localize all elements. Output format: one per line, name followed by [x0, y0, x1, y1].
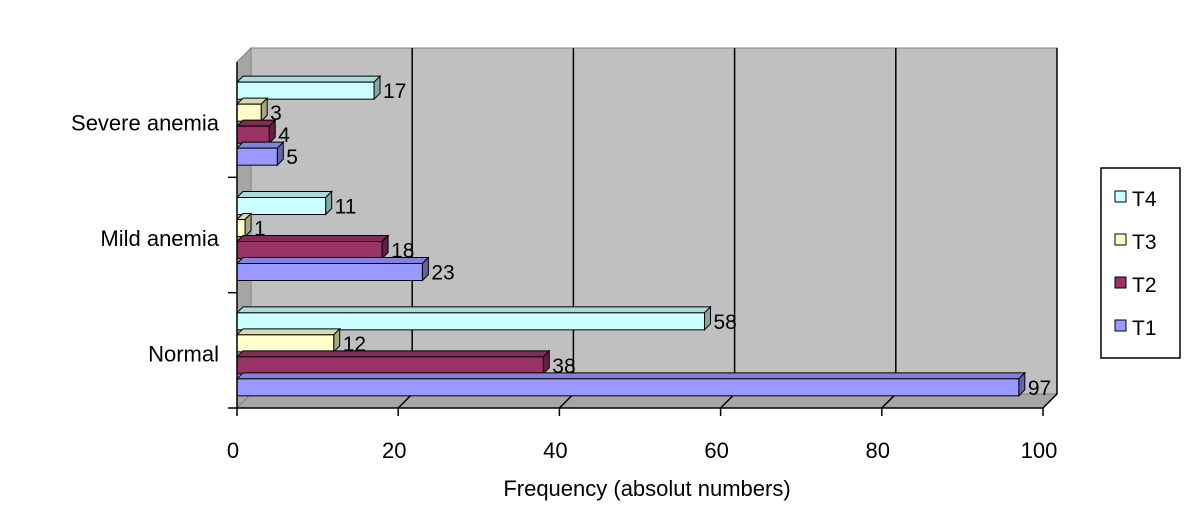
bar-front	[236, 334, 335, 353]
bar-top	[235, 350, 551, 358]
category-label: Normal	[148, 341, 219, 366]
x-tick-label: 20	[382, 438, 406, 463]
bar-top	[235, 191, 333, 198]
bar	[235, 212, 253, 238]
bar-top	[235, 75, 382, 83]
bar	[235, 118, 277, 145]
data-label: 4	[278, 124, 290, 147]
legend-swatch	[1114, 233, 1127, 246]
bar-front	[236, 125, 270, 144]
bar	[235, 371, 1027, 398]
bar	[235, 256, 430, 282]
x-tick-label: 0	[227, 438, 239, 463]
legend-label: T2	[1132, 274, 1157, 297]
bar-front	[236, 103, 262, 122]
bars	[235, 74, 1027, 398]
bar-front	[236, 219, 246, 237]
legend-label: T4	[1132, 188, 1157, 211]
x-axis-title: Frequency (absolut numbers)	[503, 476, 790, 501]
bar-top	[235, 306, 712, 314]
bar	[235, 305, 712, 332]
bar-front	[236, 263, 423, 281]
bar	[235, 327, 341, 354]
category-label: Severe anemia	[71, 111, 220, 136]
data-label: 1	[254, 218, 266, 241]
data-label: 23	[431, 262, 454, 285]
legend-swatch	[1114, 190, 1127, 203]
data-label: 11	[335, 196, 357, 219]
bar-front	[236, 81, 375, 100]
x-tick-label: 80	[866, 438, 890, 463]
data-label: 38	[552, 355, 575, 378]
bar	[235, 349, 551, 376]
legend-label: T1	[1132, 317, 1157, 340]
x-tick-label: 100	[1021, 438, 1058, 463]
data-label: 97	[1028, 377, 1051, 400]
data-label: 5	[286, 146, 298, 169]
data-label: 18	[391, 240, 414, 263]
bar	[235, 74, 382, 101]
x-tick-label: 40	[543, 438, 567, 463]
bar-front	[236, 241, 383, 259]
data-label: 58	[713, 311, 736, 334]
bar-front	[236, 312, 705, 331]
bar-front	[236, 197, 327, 215]
back-wall	[250, 47, 1058, 395]
bar	[235, 190, 333, 216]
bar-front	[236, 147, 278, 166]
bar-top	[235, 328, 341, 336]
bar	[235, 140, 285, 167]
bar-front	[236, 378, 1020, 397]
category-label: Mild anemia	[100, 226, 219, 251]
legend-swatch	[1114, 276, 1127, 289]
axes: 0 20 40 60 80 100 Severe anemia Mild anemia Norm…	[71, 62, 1057, 463]
x-tick-label: 60	[704, 438, 728, 463]
data-label: 17	[383, 80, 406, 103]
data-label: 3	[270, 102, 282, 125]
legend-swatch	[1114, 319, 1127, 332]
bar-top	[235, 141, 285, 149]
bar	[235, 234, 390, 260]
legend-label: T3	[1132, 231, 1157, 254]
gridline-floor	[1042, 393, 1058, 409]
data-label: 12	[343, 333, 366, 356]
bar	[235, 96, 269, 123]
legend-box	[1100, 167, 1181, 359]
bar-top	[235, 372, 1027, 380]
legend: T4 T3 T2 T1	[1100, 167, 1181, 359]
bar-front	[236, 356, 544, 375]
